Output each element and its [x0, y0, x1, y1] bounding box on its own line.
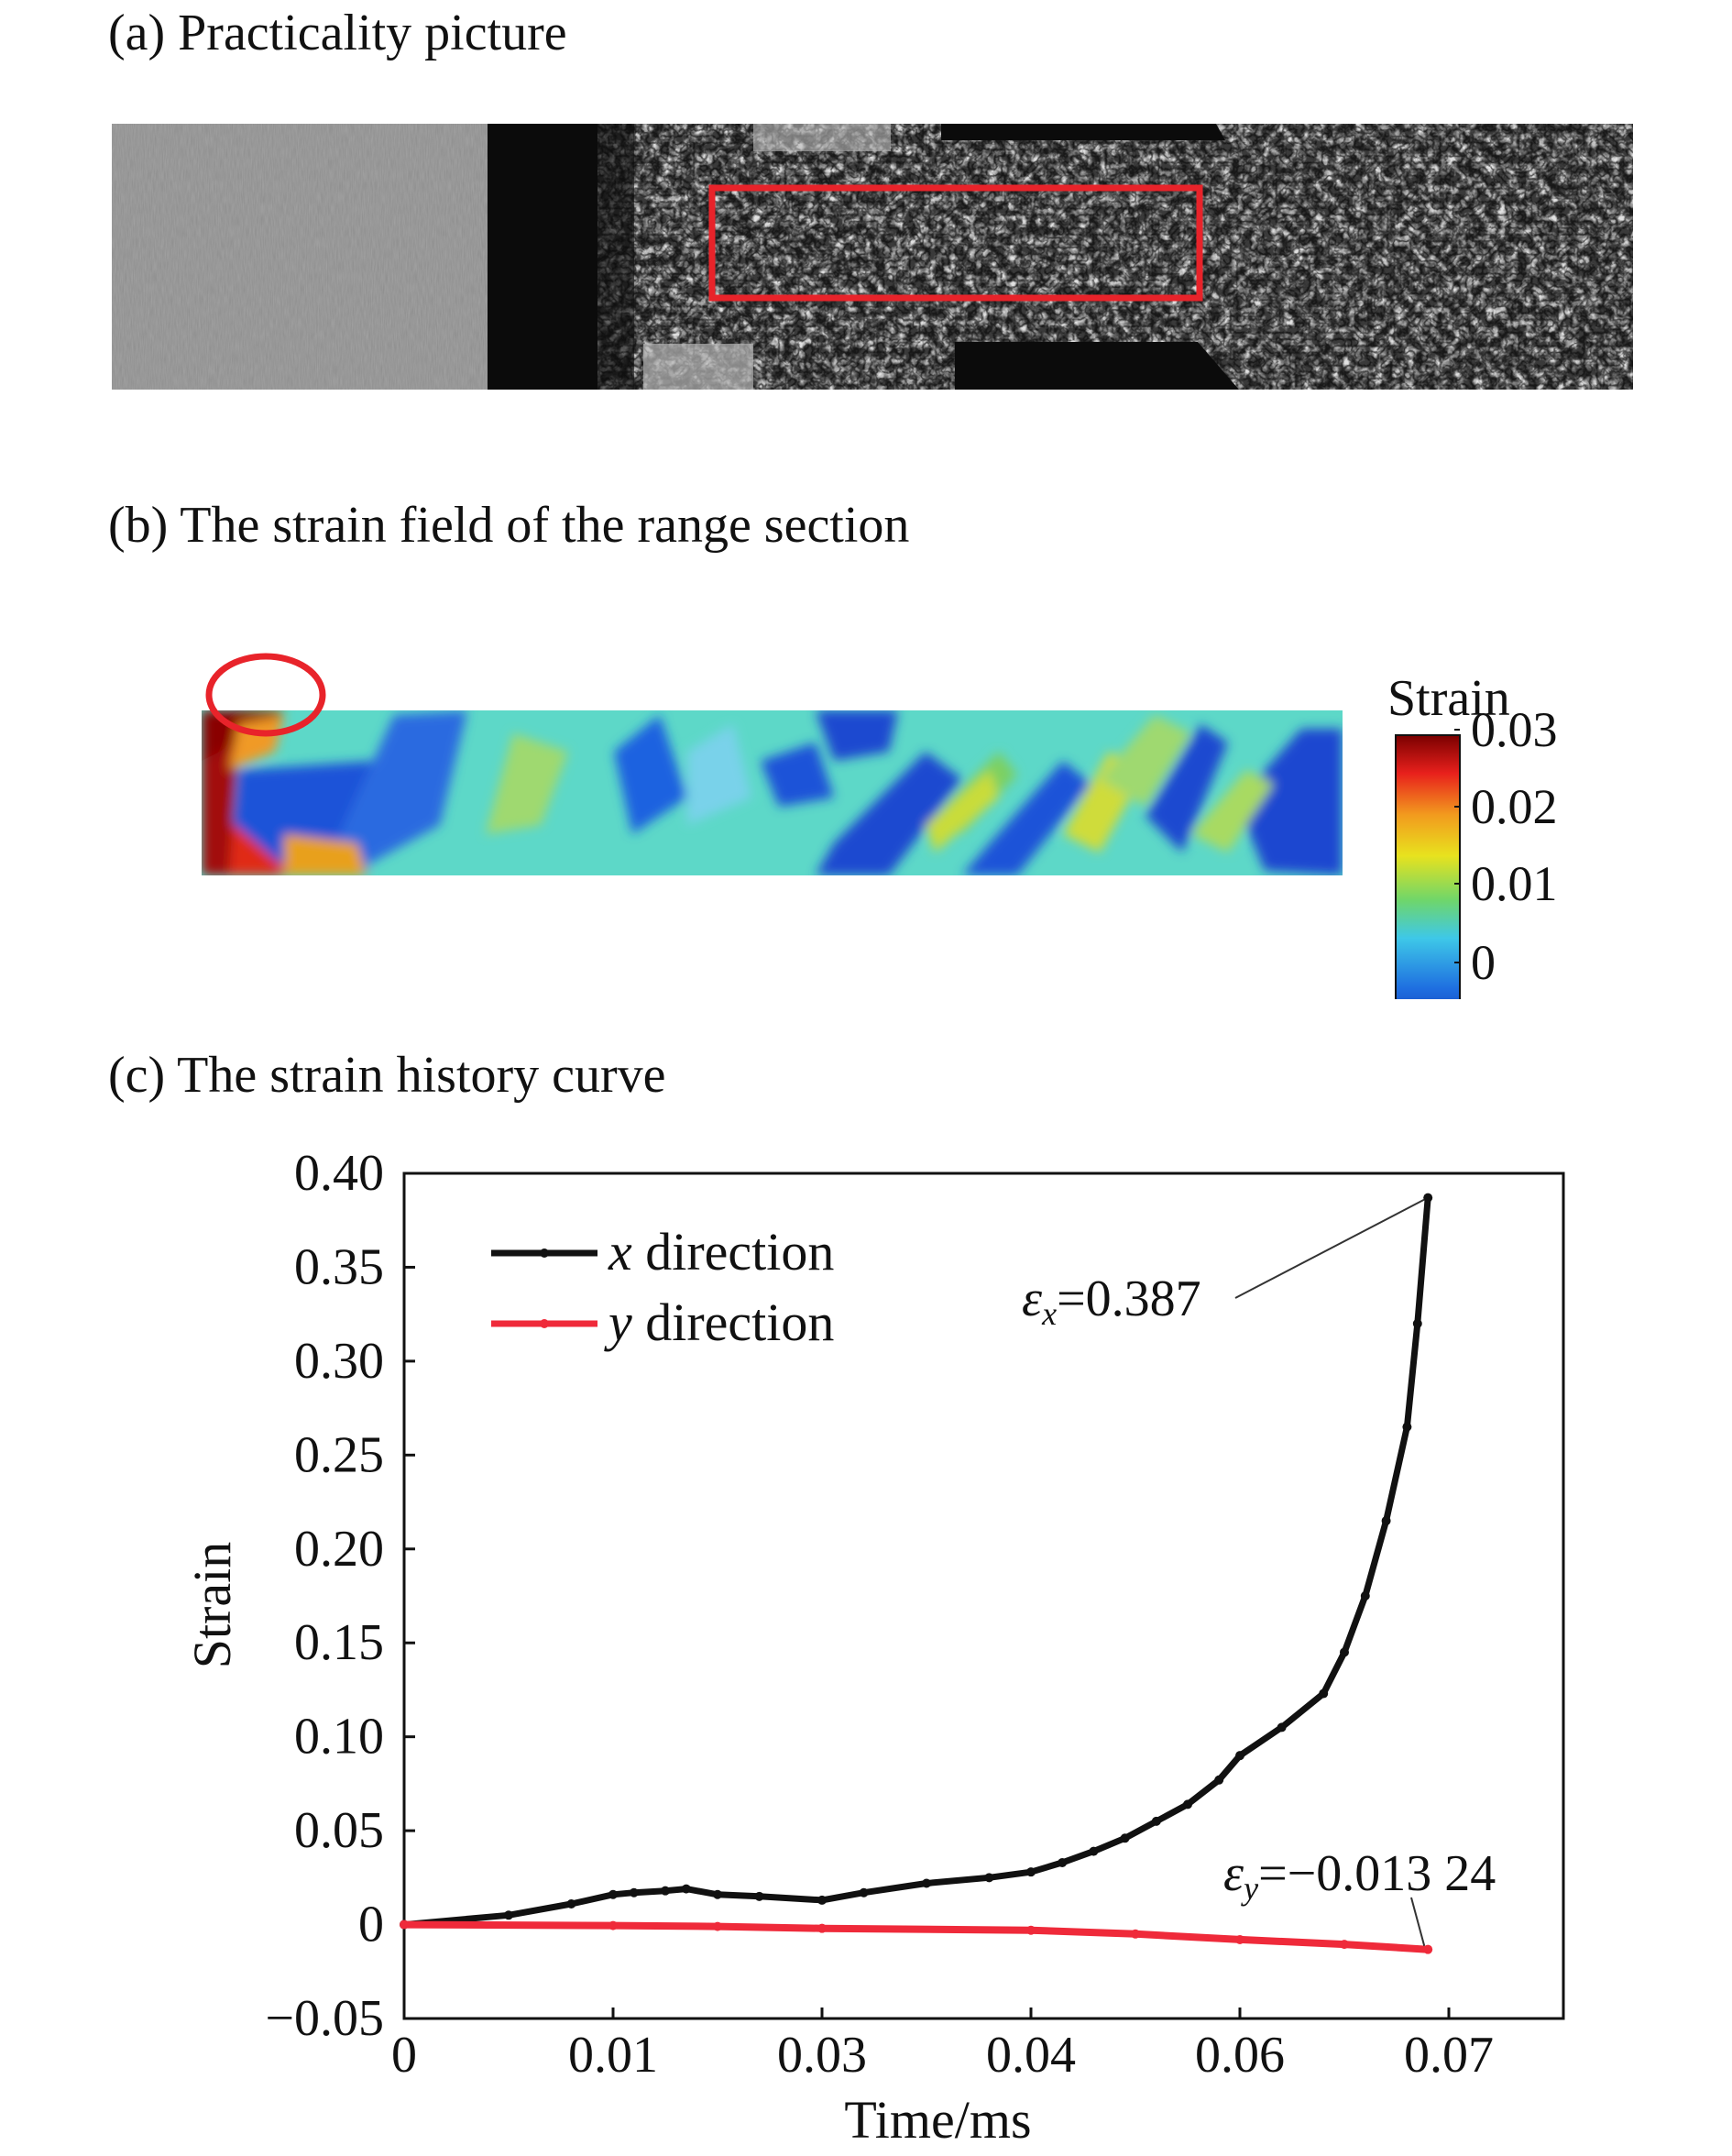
- data-point: [1360, 1591, 1370, 1600]
- data-point: [608, 1920, 618, 1930]
- data-point: [713, 1921, 722, 1931]
- annotation-leader: [1410, 1897, 1426, 1946]
- data-point: [1423, 1944, 1433, 1954]
- legend-marker: [540, 1248, 549, 1258]
- data-point: [1120, 1833, 1130, 1843]
- colorbar-tick-label: 0.03: [1471, 702, 1558, 757]
- data-point: [1277, 1722, 1287, 1732]
- region-of-interest-frame: [708, 184, 1203, 302]
- annotation-leader: [1234, 1198, 1425, 1299]
- x-tick-label: 0.07: [1404, 2027, 1494, 2084]
- data-point: [1412, 1318, 1422, 1328]
- annotation-text: εx=0.387: [1022, 1270, 1201, 1332]
- x-tick-label: 0.03: [777, 2027, 867, 2084]
- data-point: [922, 1878, 931, 1888]
- data-point: [1089, 1846, 1099, 1856]
- series-y-direction: [400, 1920, 1433, 1954]
- legend-label: y direction: [604, 1292, 834, 1352]
- data-point: [1402, 1422, 1412, 1432]
- x-tick-label: 0.06: [1195, 2027, 1285, 2084]
- y-tick-label: 0.10: [294, 1709, 384, 1766]
- data-point: [1340, 1647, 1349, 1657]
- data-point: [504, 1910, 513, 1920]
- data-point: [1235, 1934, 1244, 1944]
- data-point: [661, 1886, 670, 1896]
- data-point: [1131, 1929, 1140, 1939]
- y-tick-label: 0.05: [294, 1802, 384, 1859]
- data-point: [629, 1887, 639, 1898]
- data-point: [566, 1899, 576, 1909]
- data-point: [817, 1923, 827, 1933]
- legend-entry: y direction: [491, 1292, 834, 1352]
- legend-marker: [540, 1319, 549, 1328]
- y-tick-label: 0.40: [294, 1145, 384, 1202]
- x-tick-label: 0.01: [568, 2027, 658, 2084]
- y-tick-label: 0: [358, 1897, 384, 1953]
- colorbar-tick-label: 0: [1471, 935, 1496, 990]
- legend-entry: x direction: [491, 1222, 834, 1282]
- colorbar-ticks: 0.03 0.02 0.01 0: [1454, 702, 1558, 990]
- data-point: [400, 1920, 409, 1930]
- data-point: [1026, 1867, 1036, 1877]
- colorbar-tick-label: 0.01: [1471, 856, 1558, 911]
- data-point: [817, 1895, 827, 1905]
- data-point: [1340, 1940, 1349, 1950]
- y-tick-label: 0.25: [294, 1426, 384, 1483]
- series-line: [403, 1920, 1429, 1953]
- data-point: [1214, 1775, 1224, 1785]
- data-point: [984, 1873, 994, 1883]
- y-tick-label: −0.05: [265, 1990, 384, 2047]
- y-tick-label: 0.20: [294, 1521, 384, 1578]
- colorbar-title: Strain: [1387, 670, 1510, 727]
- data-point: [1423, 1193, 1433, 1203]
- series-x-direction: [400, 1193, 1433, 1930]
- data-point: [681, 1884, 691, 1894]
- x-tick-label: 0: [391, 2027, 417, 2084]
- y-tick-label: 0.35: [294, 1238, 384, 1295]
- data-point: [859, 1887, 869, 1898]
- strain-field-map: Strain 0.03 0.02 0.01 0: [202, 653, 1558, 999]
- annotation-text: εy=−0.013 24: [1223, 1845, 1496, 1907]
- x-tick-label: 0.04: [986, 2027, 1076, 2084]
- edge-concentration-ring: [205, 653, 326, 737]
- data-point: [1026, 1925, 1036, 1935]
- panel-b-title: (b) The strain field of the range sectio…: [108, 497, 910, 554]
- series-line: [403, 1197, 1431, 1929]
- data-point: [1235, 1751, 1244, 1761]
- colorbar-tick-label: 0.02: [1471, 779, 1558, 834]
- annotation-ex: εx=0.387: [1022, 1198, 1425, 1332]
- panel-c-title: (c) The strain history curve: [108, 1047, 666, 1104]
- data-point: [608, 1889, 618, 1899]
- data-point: [754, 1891, 764, 1901]
- data-point: [1319, 1688, 1329, 1699]
- y-tick-label: 0.15: [294, 1614, 384, 1671]
- data-point: [1381, 1516, 1391, 1526]
- strain-colorbar: [1395, 734, 1461, 999]
- data-point: [1183, 1799, 1192, 1810]
- data-point: [713, 1889, 722, 1899]
- y-axis-label: Strain: [182, 1542, 242, 1669]
- data-point: [1058, 1857, 1068, 1867]
- panel-a-title: (a) Practicality picture: [108, 5, 567, 61]
- legend-label: x direction: [608, 1222, 834, 1282]
- strain-history-chart: 0.400.350.300.250.200.150.100.050−0.050 0…: [182, 1145, 1565, 2150]
- annotation-ey: εy=−0.013 24: [1223, 1845, 1496, 1946]
- y-tick-label: 0.30: [294, 1333, 384, 1390]
- data-point: [1151, 1816, 1161, 1826]
- specimen-photo: [112, 124, 1633, 390]
- plot-frame: [402, 1172, 1565, 2020]
- x-axis-label: Time/ms: [844, 2090, 1031, 2150]
